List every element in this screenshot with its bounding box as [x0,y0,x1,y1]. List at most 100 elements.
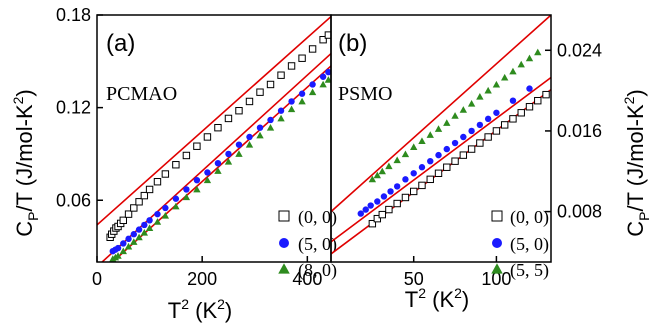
data-point [309,81,316,88]
data-point [141,221,148,229]
data-point [378,210,386,219]
panel-b-plot-area [331,15,551,255]
panel-a-material: PCMAO [106,83,177,105]
data-point [114,252,122,259]
panel-b: (b) PSMO CP/T (J/mol-K2) T2 (K2) 0.008 0… [338,30,652,312]
data-point [203,133,212,141]
data-point [484,115,492,123]
data-point [319,36,327,44]
legend-marker [491,263,503,274]
data-point [266,80,275,89]
data-point [224,157,233,165]
data-point [451,139,459,147]
legend-label-80: (8, 0) [298,260,337,281]
data-point [235,107,243,115]
legend-marker [279,238,289,248]
data-point [393,156,401,164]
data-point [525,103,534,111]
data-point [119,247,127,255]
data-point [492,127,501,135]
panel-b-ylabel: CP/T (J/mol-K2) [621,89,652,237]
data-point [140,191,149,200]
data-point [443,163,451,171]
data-point [460,133,467,141]
data-point [162,204,169,212]
data-point [298,54,306,62]
data-point [267,116,274,124]
panel-b-legend: (0, 0) (5, 0) (5, 5) [510,207,549,281]
panel-a: (a) PCMAO CP/T (J/mol-K2) T2 (K2) 0.06 0… [10,5,337,323]
data-point [135,226,143,233]
fit-line [331,76,551,243]
panel-b-ytick-labels: 0.008 0.016 0.024 [557,40,602,221]
panel-a-xtick-labels: 0 200 400 [92,269,322,289]
data-point [135,233,143,241]
data-point [172,161,180,169]
data-point [459,106,468,113]
data-point [182,193,191,201]
panel-b-material: PSMO [338,83,392,105]
data-point [172,195,180,202]
data-point [385,205,393,214]
data-point [418,181,426,190]
data-point [517,60,525,68]
data-point [325,68,331,76]
data-point [401,193,410,202]
panel-a-xlabel: T2 (K2) [168,296,233,323]
panel-a-plot-area [97,15,331,262]
panel-b-ytick-label: 0.016 [557,121,602,141]
data-point [434,169,443,177]
panel-b-ytick-label: 0.008 [557,202,602,222]
data-point [146,217,153,224]
legend-marker [278,210,290,222]
data-point [203,176,212,184]
data-point [367,202,374,209]
data-point [140,228,149,236]
data-point [287,105,296,113]
data-point [287,62,296,70]
data-point [493,109,500,116]
legend-label-50: (5, 0) [510,234,549,255]
data-point [182,151,191,160]
panel-a-label: (a) [106,30,135,57]
data-point [410,187,418,196]
data-point [526,85,533,92]
legend-marker [492,238,502,248]
data-point [193,142,201,150]
data-point [125,235,132,243]
data-point [204,169,211,176]
data-point [161,170,170,178]
data-point [378,167,386,175]
panel-a-xtick-label: 400 [292,269,322,289]
data-point [277,114,285,122]
data-point [114,244,122,252]
panel-a-ytick-label: 0.12 [56,98,91,118]
data-point [492,80,501,88]
data-point [235,141,243,148]
data-point [298,90,306,97]
data-point [401,150,410,158]
data-point [443,145,450,153]
data-point [393,199,401,208]
panel-b-label: (b) [338,30,367,57]
data-point [130,204,138,212]
data-point [427,157,434,165]
data-point [193,176,201,184]
data-point [288,98,295,105]
data-point [484,86,492,94]
panel-a-ytick-labels: 0.06 0.12 0.18 [56,5,91,210]
data-point [214,160,222,167]
data-point [324,76,331,83]
data-point [542,90,550,99]
data-point [402,176,409,183]
data-point [319,73,327,80]
data-point [476,92,484,100]
data-point [509,67,517,75]
data-point [387,188,394,195]
data-point [373,171,381,179]
data-point [214,167,222,174]
data-point [534,96,542,105]
data-point [410,170,417,177]
data-point [374,198,381,205]
